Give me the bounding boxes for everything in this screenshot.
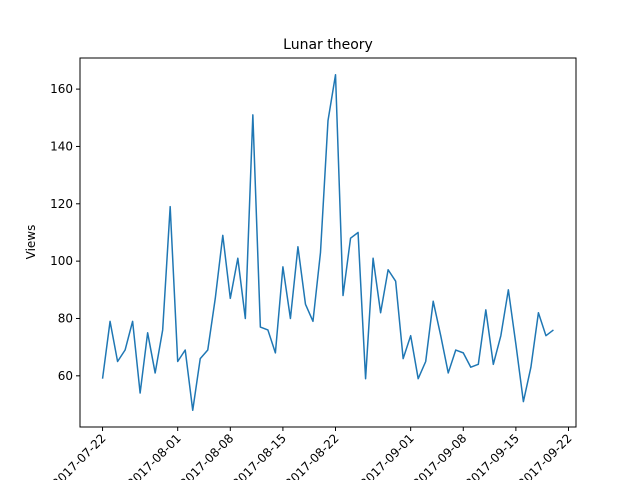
y-tick-label: 140: [50, 139, 73, 153]
chart-title: Lunar theory: [283, 37, 373, 53]
x-tick-label: 2017-09-22: [515, 431, 574, 480]
y-tick-label: 100: [50, 254, 73, 268]
data-line: [101, 74, 554, 411]
x-tick-label: 2017-08-15: [230, 431, 289, 480]
y-tick-label: 60: [58, 369, 73, 383]
y-tick-label: 80: [58, 311, 73, 325]
x-tick-label: 2017-08-01: [125, 431, 184, 480]
y-tick-label: 120: [50, 197, 73, 211]
plot-frame: [79, 57, 577, 428]
x-tick-label: 2017-07-22: [49, 431, 108, 480]
x-tick-label: 2017-08-22: [282, 431, 341, 480]
x-tick-label: 2017-09-08: [410, 431, 469, 480]
x-tick-label: 2017-09-15: [463, 431, 522, 480]
x-tick-label: 2017-09-01: [358, 431, 417, 480]
y-tick-label: 160: [50, 82, 73, 96]
y-axis-label: Views: [24, 225, 38, 260]
x-tick-label: 2017-08-08: [177, 431, 236, 480]
